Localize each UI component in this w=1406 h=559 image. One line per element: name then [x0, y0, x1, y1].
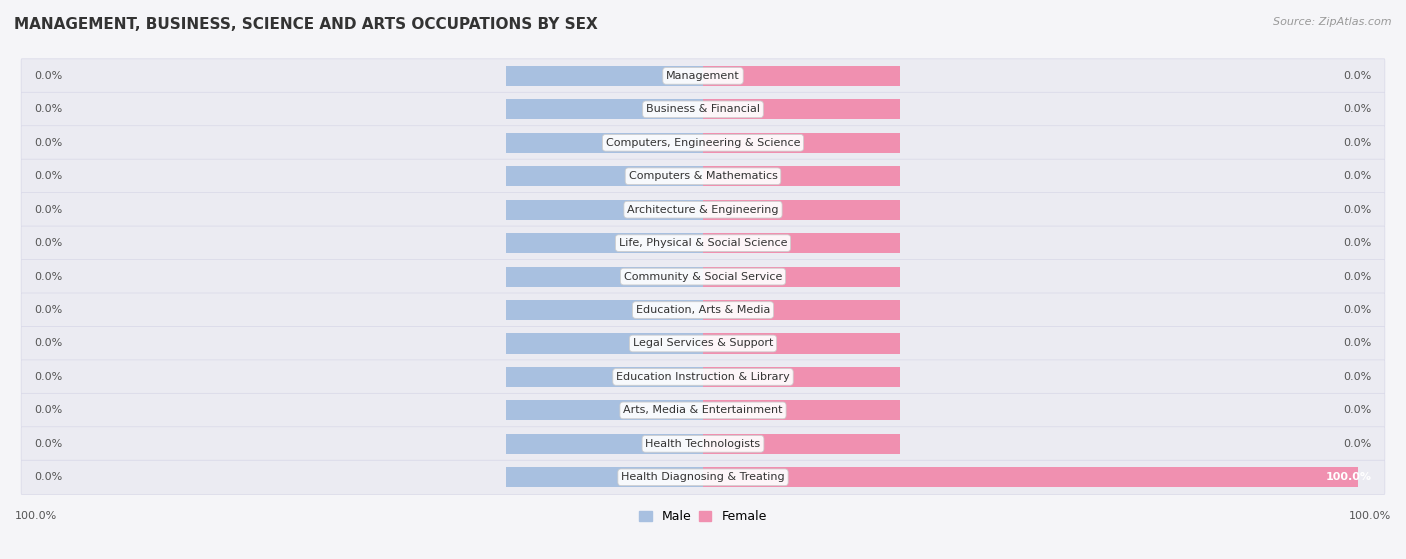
FancyBboxPatch shape [21, 259, 1385, 293]
Text: Architecture & Engineering: Architecture & Engineering [627, 205, 779, 215]
Bar [703, 66, 900, 86]
Text: Community & Social Service: Community & Social Service [624, 272, 782, 282]
Bar [703, 200, 900, 220]
Text: 0.0%: 0.0% [35, 372, 63, 382]
Bar [506, 267, 703, 287]
Text: Education Instruction & Library: Education Instruction & Library [616, 372, 790, 382]
Bar [703, 400, 900, 420]
Text: Life, Physical & Social Science: Life, Physical & Social Science [619, 238, 787, 248]
Bar [506, 200, 703, 220]
Text: 0.0%: 0.0% [35, 238, 63, 248]
Text: Management: Management [666, 71, 740, 81]
Bar [506, 66, 703, 86]
Bar [703, 367, 900, 387]
Bar [703, 434, 900, 454]
Text: 100.0%: 100.0% [1326, 472, 1371, 482]
FancyBboxPatch shape [21, 59, 1385, 93]
FancyBboxPatch shape [21, 460, 1385, 494]
Text: 0.0%: 0.0% [35, 71, 63, 81]
Bar [506, 400, 703, 420]
Text: 0.0%: 0.0% [35, 405, 63, 415]
Text: 0.0%: 0.0% [1343, 372, 1371, 382]
Text: 0.0%: 0.0% [35, 439, 63, 449]
Bar [506, 300, 703, 320]
Bar [703, 100, 900, 120]
Text: 0.0%: 0.0% [35, 472, 63, 482]
FancyBboxPatch shape [21, 326, 1385, 361]
Text: Computers & Mathematics: Computers & Mathematics [628, 171, 778, 181]
Text: Health Diagnosing & Treating: Health Diagnosing & Treating [621, 472, 785, 482]
FancyBboxPatch shape [21, 427, 1385, 461]
Text: 0.0%: 0.0% [1343, 171, 1371, 181]
Bar [506, 467, 703, 487]
Bar [703, 233, 900, 253]
Text: 0.0%: 0.0% [1343, 205, 1371, 215]
Text: Education, Arts & Media: Education, Arts & Media [636, 305, 770, 315]
FancyBboxPatch shape [21, 193, 1385, 227]
Bar [506, 434, 703, 454]
Bar [703, 267, 900, 287]
Bar [506, 166, 703, 186]
Bar [703, 166, 900, 186]
Text: 0.0%: 0.0% [35, 138, 63, 148]
Text: 0.0%: 0.0% [1343, 138, 1371, 148]
Text: 0.0%: 0.0% [1343, 272, 1371, 282]
FancyBboxPatch shape [21, 226, 1385, 260]
Text: MANAGEMENT, BUSINESS, SCIENCE AND ARTS OCCUPATIONS BY SEX: MANAGEMENT, BUSINESS, SCIENCE AND ARTS O… [14, 17, 598, 32]
FancyBboxPatch shape [21, 126, 1385, 160]
FancyBboxPatch shape [21, 92, 1385, 126]
Bar [506, 233, 703, 253]
Text: 0.0%: 0.0% [1343, 339, 1371, 348]
Bar [506, 100, 703, 120]
Text: Legal Services & Support: Legal Services & Support [633, 339, 773, 348]
Text: 0.0%: 0.0% [1343, 238, 1371, 248]
FancyBboxPatch shape [21, 360, 1385, 394]
Text: 0.0%: 0.0% [35, 339, 63, 348]
Text: 100.0%: 100.0% [1348, 511, 1391, 521]
Text: Arts, Media & Entertainment: Arts, Media & Entertainment [623, 405, 783, 415]
FancyBboxPatch shape [21, 159, 1385, 193]
Text: Source: ZipAtlas.com: Source: ZipAtlas.com [1274, 17, 1392, 27]
Bar [506, 367, 703, 387]
Legend: Male, Female: Male, Female [634, 505, 772, 528]
Text: 0.0%: 0.0% [35, 272, 63, 282]
Text: 0.0%: 0.0% [1343, 71, 1371, 81]
Text: 0.0%: 0.0% [1343, 439, 1371, 449]
Text: Health Technologists: Health Technologists [645, 439, 761, 449]
Text: 0.0%: 0.0% [1343, 305, 1371, 315]
Bar [703, 334, 900, 353]
FancyBboxPatch shape [21, 293, 1385, 327]
FancyBboxPatch shape [21, 394, 1385, 428]
Text: Computers, Engineering & Science: Computers, Engineering & Science [606, 138, 800, 148]
Bar [703, 467, 1358, 487]
Text: 0.0%: 0.0% [35, 305, 63, 315]
Text: 0.0%: 0.0% [35, 205, 63, 215]
Text: 0.0%: 0.0% [1343, 405, 1371, 415]
Bar [506, 132, 703, 153]
Text: 0.0%: 0.0% [35, 171, 63, 181]
Bar [703, 132, 900, 153]
Text: 0.0%: 0.0% [1343, 105, 1371, 115]
Text: Business & Financial: Business & Financial [645, 105, 761, 115]
Bar [703, 300, 900, 320]
Bar [506, 334, 703, 353]
Text: 100.0%: 100.0% [15, 511, 58, 521]
Text: 0.0%: 0.0% [35, 105, 63, 115]
